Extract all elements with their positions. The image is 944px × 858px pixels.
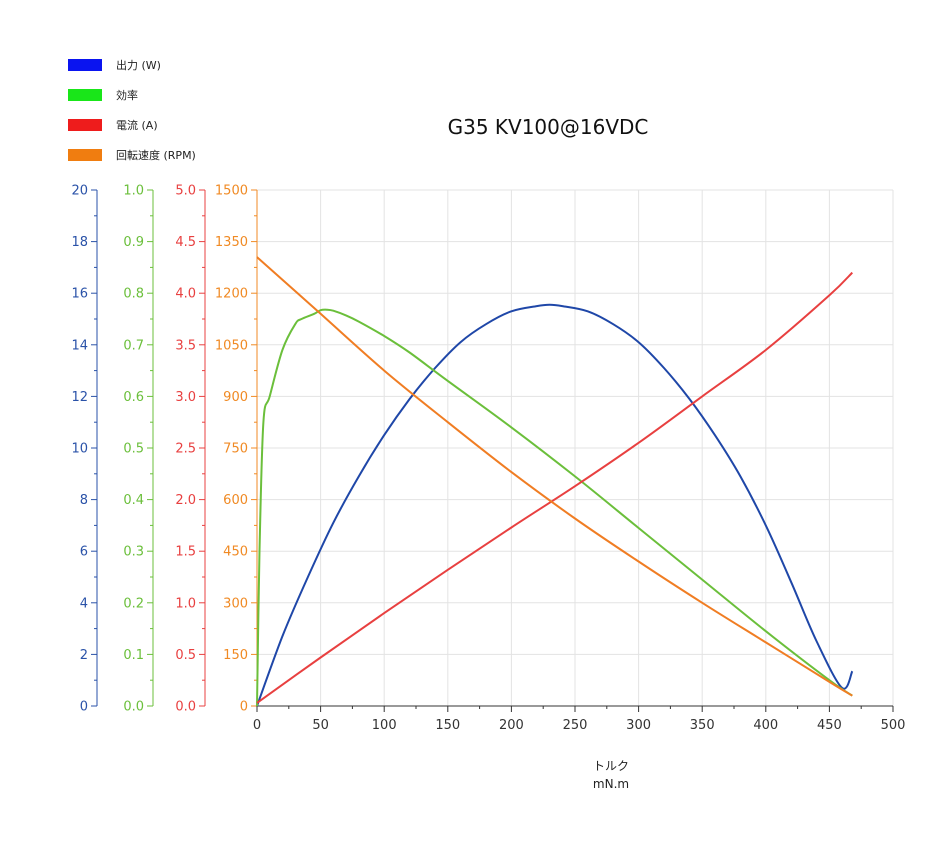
series-line-power <box>257 305 852 706</box>
x-tick-label: 50 <box>312 718 329 733</box>
y-tick-label-rpm: 900 <box>223 390 248 405</box>
y-tick-label-power: 18 <box>71 235 88 250</box>
y-tick-label-current: 3.5 <box>175 338 196 353</box>
x-axis-unit: mN.m <box>593 777 629 791</box>
y-tick-label-power: 6 <box>80 545 88 560</box>
y-tick-label-eff: 0.7 <box>123 338 144 353</box>
y-tick-label-eff: 0.8 <box>123 287 144 302</box>
x-tick-label: 100 <box>372 718 397 733</box>
x-tick-label: 300 <box>626 718 651 733</box>
y-tick-label-rpm: 450 <box>223 545 248 560</box>
x-tick-label: 400 <box>753 718 778 733</box>
y-tick-label-eff: 0.4 <box>123 493 144 508</box>
x-tick-label: 500 <box>881 718 906 733</box>
grid <box>257 190 893 706</box>
y-tick-label-current: 4.5 <box>175 235 196 250</box>
chart-title: G35 KV100@16VDC <box>448 115 649 139</box>
y-tick-label-power: 4 <box>80 596 88 611</box>
series-lines <box>257 257 852 706</box>
y-tick-label-power: 10 <box>71 442 88 457</box>
y-tick-label-power: 12 <box>71 390 88 405</box>
y-tick-label-eff: 0.3 <box>123 545 144 560</box>
y-tick-label-power: 8 <box>80 493 88 508</box>
y-tick-label-current: 3.0 <box>175 390 196 405</box>
y-tick-label-eff: 0.0 <box>123 700 144 715</box>
y-tick-label-current: 0.0 <box>175 700 196 715</box>
y-tick-label-rpm: 1200 <box>215 287 248 302</box>
y-tick-label-rpm: 600 <box>223 493 248 508</box>
y-tick-label-rpm: 1050 <box>215 338 248 353</box>
x-tick-label: 200 <box>499 718 524 733</box>
y-tick-label-current: 0.5 <box>175 648 196 663</box>
y-tick-label-rpm: 300 <box>223 596 248 611</box>
y-tick-label-power: 14 <box>71 338 88 353</box>
y-tick-label-current: 4.0 <box>175 287 196 302</box>
y-tick-label-current: 1.0 <box>175 596 196 611</box>
x-tick-label: 450 <box>817 718 842 733</box>
x-tick-label: 250 <box>563 718 588 733</box>
y-tick-label-current: 5.0 <box>175 184 196 199</box>
y-tick-label-rpm: 1500 <box>215 184 248 199</box>
y-tick-label-power: 20 <box>71 184 88 199</box>
y-axes: 0 2 4 6 8 10 12 14 16 18 20 0.0 0.1 0.2 0.3 0.4 0.5 0.6 0.… <box>71 184 257 715</box>
x-tick-label: 0 <box>253 718 261 733</box>
y-tick-label-eff: 0.1 <box>123 648 144 663</box>
y-tick-label-eff: 0.9 <box>123 235 144 250</box>
y-tick-label-eff: 0.2 <box>123 596 144 611</box>
y-tick-label-rpm: 750 <box>223 442 248 457</box>
x-axis-label: トルク <box>593 759 629 773</box>
y-tick-label-rpm: 150 <box>223 648 248 663</box>
y-tick-label-eff: 0.6 <box>123 390 144 405</box>
x-tick-label: 350 <box>690 718 715 733</box>
x-tick-label: 150 <box>435 718 460 733</box>
y-tick-label-rpm: 1350 <box>215 235 248 250</box>
y-tick-label-power: 0 <box>80 700 88 715</box>
y-tick-label-current: 2.5 <box>175 442 196 457</box>
series-line-eff <box>257 310 852 706</box>
y-tick-label-power: 2 <box>80 648 88 663</box>
x-axis: 0 50 100 150 200 250 300 350 400 450 500 <box>253 706 906 733</box>
y-tick-label-eff: 0.5 <box>123 442 144 457</box>
y-tick-label-eff: 1.0 <box>123 184 144 199</box>
y-tick-label-current: 1.5 <box>175 545 196 560</box>
y-tick-label-current: 2.0 <box>175 493 196 508</box>
y-tick-label-power: 16 <box>71 287 88 302</box>
y-tick-label-rpm: 0 <box>240 700 248 715</box>
